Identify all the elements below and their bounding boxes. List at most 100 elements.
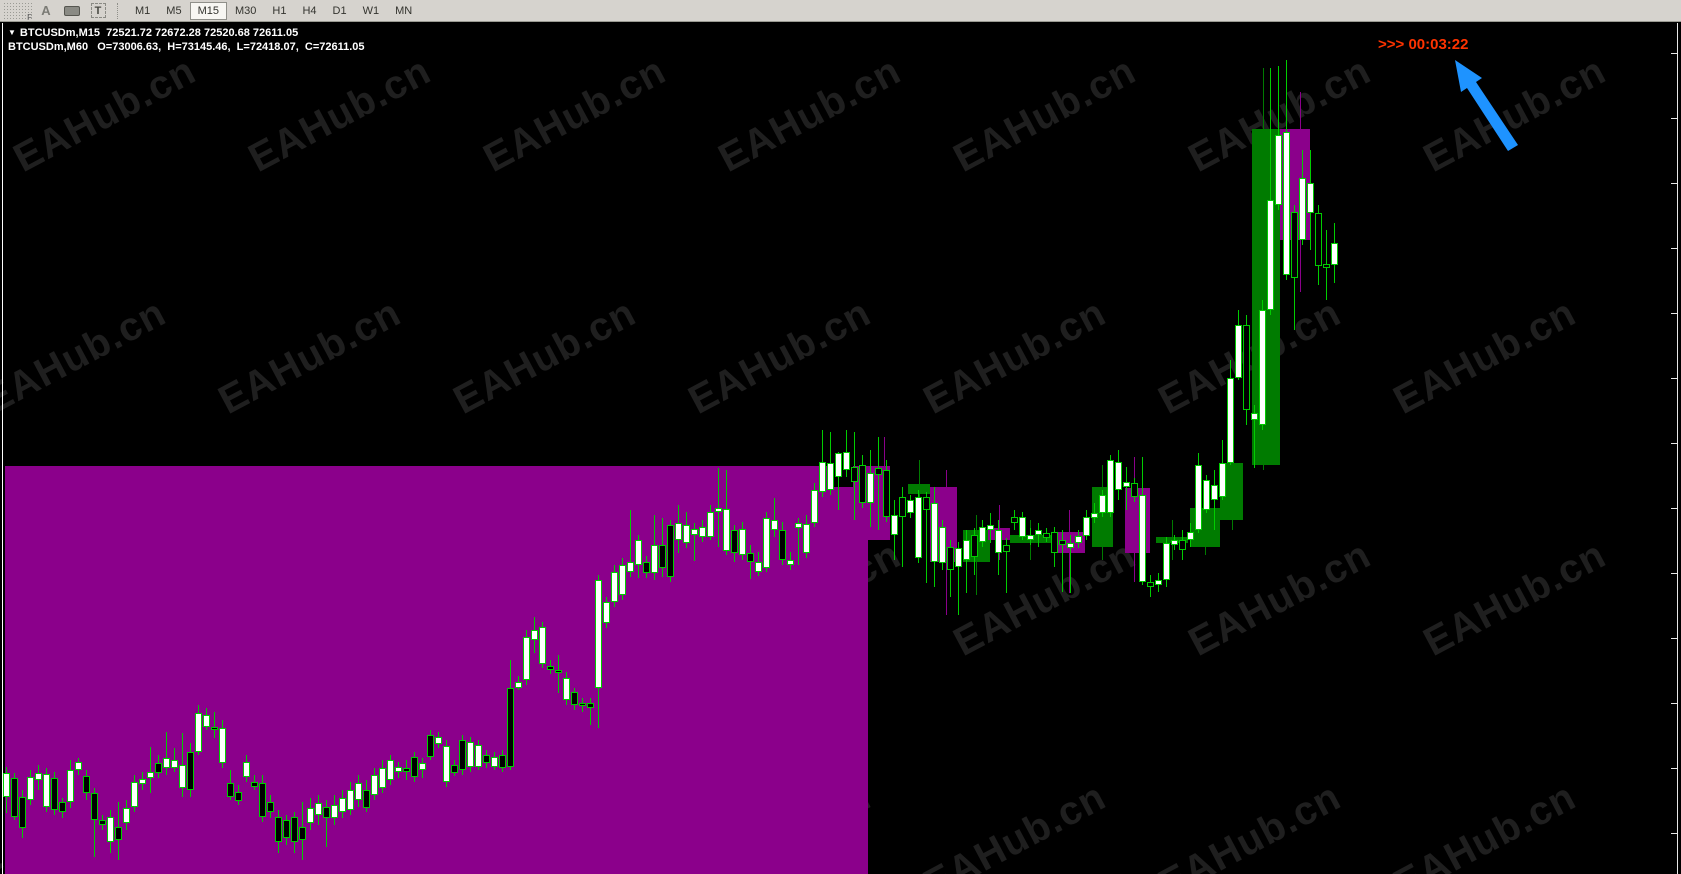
price-axis-tick (1671, 248, 1677, 249)
timeframe-button-m30[interactable]: M30 (234, 4, 257, 17)
bear-candle-body (283, 820, 290, 838)
bull-candle-body (67, 770, 74, 802)
bull-candle-body (979, 527, 986, 542)
bull-candle-body (443, 746, 450, 782)
rectangle-tool-icon[interactable] (61, 2, 83, 20)
timeframe-button-m15[interactable]: M15 (189, 1, 227, 20)
bull-candle-body (1275, 135, 1282, 205)
bull-candle-body (1115, 462, 1122, 490)
bear-candle-body (115, 827, 122, 840)
chart-info: ▼ BTCUSDm,M15 72521.72 72672.28 72520.68 … (8, 27, 365, 53)
bear-candle-body (291, 817, 298, 842)
bull-candle-body (995, 530, 1002, 553)
bull-candle-body (595, 580, 602, 688)
bull-candle-body (107, 817, 114, 842)
price-axis-tick (1671, 378, 1677, 379)
bull-candle-body (963, 540, 970, 560)
bull-candle-body (715, 508, 722, 512)
bear-candle-body (259, 783, 266, 817)
bear-candle-body (323, 807, 330, 818)
bull-candle-body (139, 779, 146, 784)
chevron-down-icon[interactable]: ▼ (8, 28, 16, 37)
h1-candle-block (908, 484, 930, 494)
bull-candle-body (1235, 325, 1242, 378)
candle-wick (1270, 68, 1271, 315)
bear-candle-body (51, 778, 58, 810)
bull-candle-body (1267, 200, 1274, 310)
bear-candle-body (211, 727, 218, 730)
bull-candle-body (843, 452, 850, 470)
bull-candle-body (795, 523, 802, 528)
candle-wick (966, 530, 967, 593)
bear-candle-body (275, 817, 282, 842)
bear-candle-body (1003, 545, 1010, 552)
candle-wick (1062, 530, 1063, 592)
bear-candle-body (227, 783, 234, 797)
timeframe-button-h4[interactable]: H4 (302, 4, 317, 17)
text-label-tool-icon[interactable]: A (41, 3, 51, 18)
bull-candle-body (1035, 530, 1042, 535)
bear-candle-body (1291, 212, 1298, 278)
bear-candle-body (571, 692, 578, 705)
bear-candle-body (1147, 582, 1154, 587)
text-tool-icon[interactable]: T (87, 2, 109, 20)
bull-candle-body (1219, 463, 1226, 497)
bull-candle-body (987, 525, 994, 530)
price-axis-tick (1671, 833, 1677, 834)
toolbar-drag-handle[interactable]: F (3, 2, 33, 22)
price-axis-tick (1671, 638, 1677, 639)
candle-wick (774, 498, 775, 537)
timeframe-button-w1[interactable]: W1 (362, 4, 380, 17)
candle-countdown-timer: >>> 00:03:22 (1378, 36, 1469, 53)
bear-candle-body (11, 778, 18, 817)
candle-wick (1254, 405, 1255, 468)
candle-wick (166, 732, 167, 775)
bear-candle-body (155, 763, 162, 773)
timeframe-button-d1[interactable]: D1 (332, 4, 347, 17)
chart-left-border (2, 23, 3, 874)
toolbar-handle-label: F (27, 12, 32, 22)
bear-candle-body (411, 757, 418, 777)
bull-candle-body (1203, 480, 1210, 510)
bear-candle-body (555, 670, 562, 673)
bull-candle-body (219, 728, 226, 763)
symbol-ohlc-line: ▼ BTCUSDm,M15 72521.72 72672.28 72520.68 … (8, 27, 365, 39)
bull-candle-body (435, 737, 442, 744)
bull-candle-body (1211, 485, 1218, 500)
bull-candle-body (707, 512, 714, 537)
price-axis-tick (1671, 313, 1677, 314)
bull-candle-body (619, 565, 626, 595)
bull-candle-body (371, 775, 378, 795)
bear-candle-body (499, 755, 506, 768)
bull-candle-body (523, 637, 530, 680)
m60-zone-rectangle (5, 466, 868, 874)
bull-candle-body (395, 767, 402, 772)
bull-candle-body (563, 678, 570, 700)
candle-wick (718, 468, 719, 547)
timeframe-button-m1[interactable]: M1 (135, 4, 151, 17)
bear-candle-body (1011, 517, 1018, 523)
candle-wick (326, 800, 327, 847)
bull-candle-body (171, 760, 178, 768)
bull-candle-body (35, 773, 42, 780)
text-glyph: T (90, 3, 106, 18)
candle-wick (214, 712, 215, 738)
bull-candle-body (1307, 183, 1314, 213)
bull-candle-body (1163, 543, 1170, 580)
bull-candle-body (419, 763, 426, 770)
bear-candle-body (427, 735, 434, 757)
timeframe-button-mn[interactable]: MN (395, 4, 413, 17)
bear-candle-body (731, 530, 738, 553)
price-axis-tick (1671, 118, 1677, 119)
bull-candle-body (27, 777, 34, 800)
bear-candle-body (459, 740, 466, 770)
bull-candle-body (307, 808, 314, 823)
bull-candle-body (699, 527, 706, 537)
timeframe-button-h1[interactable]: H1 (272, 4, 287, 17)
price-axis-tick (1671, 53, 1677, 54)
bear-candle-body (235, 792, 242, 801)
bear-candle-body (267, 802, 274, 812)
bull-candle-body (147, 772, 154, 778)
bull-candle-body (1331, 243, 1338, 265)
timeframe-button-m5[interactable]: M5 (166, 4, 182, 17)
